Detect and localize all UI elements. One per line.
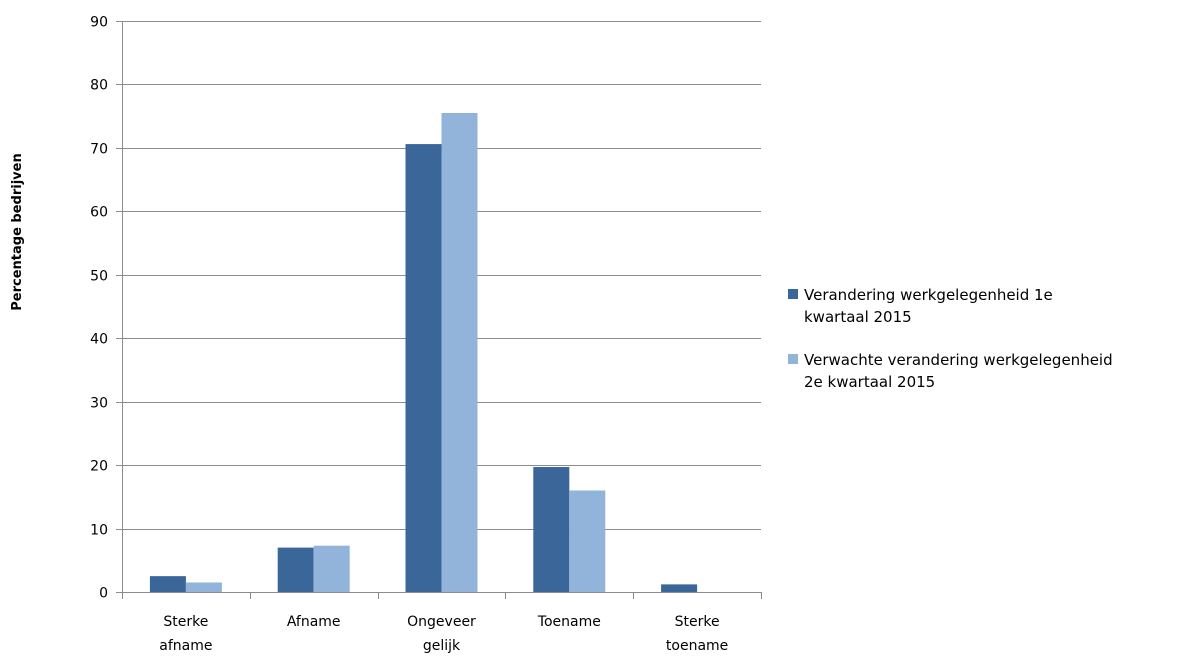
legend-swatch <box>788 289 798 299</box>
y-tick-label: 40 <box>90 332 108 348</box>
legend-label: Verandering werkgelegenheid 1e kwartaal 2… <box>804 286 1053 326</box>
bar <box>533 467 570 592</box>
y-tick-label: 20 <box>90 459 108 475</box>
y-tick-labels: 0 10 20 30 40 50 60 70 80 90 <box>90 15 108 602</box>
y-tick-label: 80 <box>90 78 108 94</box>
y-tick-label: 60 <box>90 205 108 221</box>
bar <box>149 576 186 592</box>
y-tick-label: 0 <box>99 586 108 602</box>
y-tick-label: 70 <box>90 142 108 158</box>
y-tick-label: 10 <box>90 523 108 539</box>
bar <box>277 547 314 592</box>
x-tick-label: Toename <box>537 614 601 630</box>
bars <box>149 112 698 593</box>
bar <box>661 584 698 592</box>
bar <box>185 582 222 592</box>
y-tick-label: 50 <box>90 269 108 285</box>
bar <box>441 112 478 592</box>
legend-label: Verwachte verandering werkgelegenheid 2e … <box>804 351 1113 391</box>
axes <box>116 21 762 599</box>
bar <box>313 545 350 592</box>
x-tick-label: Sterke afname <box>159 614 212 654</box>
y-axis-label: Percentage bedrijven <box>10 153 25 310</box>
x-tick-labels: Sterke afname Afname Ongeveer gelijk Toename S… <box>159 614 728 654</box>
x-tick-label: Afname <box>287 614 341 630</box>
y-tick-label: 90 <box>90 15 108 31</box>
bar <box>405 144 442 593</box>
x-tick-label: Sterke toename <box>666 614 728 654</box>
x-tick-label: Ongeveer gelijk <box>407 614 476 654</box>
legend: Verandering werkgelegenheid 1e kwartaal 2… <box>788 286 1113 391</box>
y-tick-label: 30 <box>90 396 108 412</box>
legend-swatch <box>788 354 798 364</box>
bar <box>569 490 606 592</box>
